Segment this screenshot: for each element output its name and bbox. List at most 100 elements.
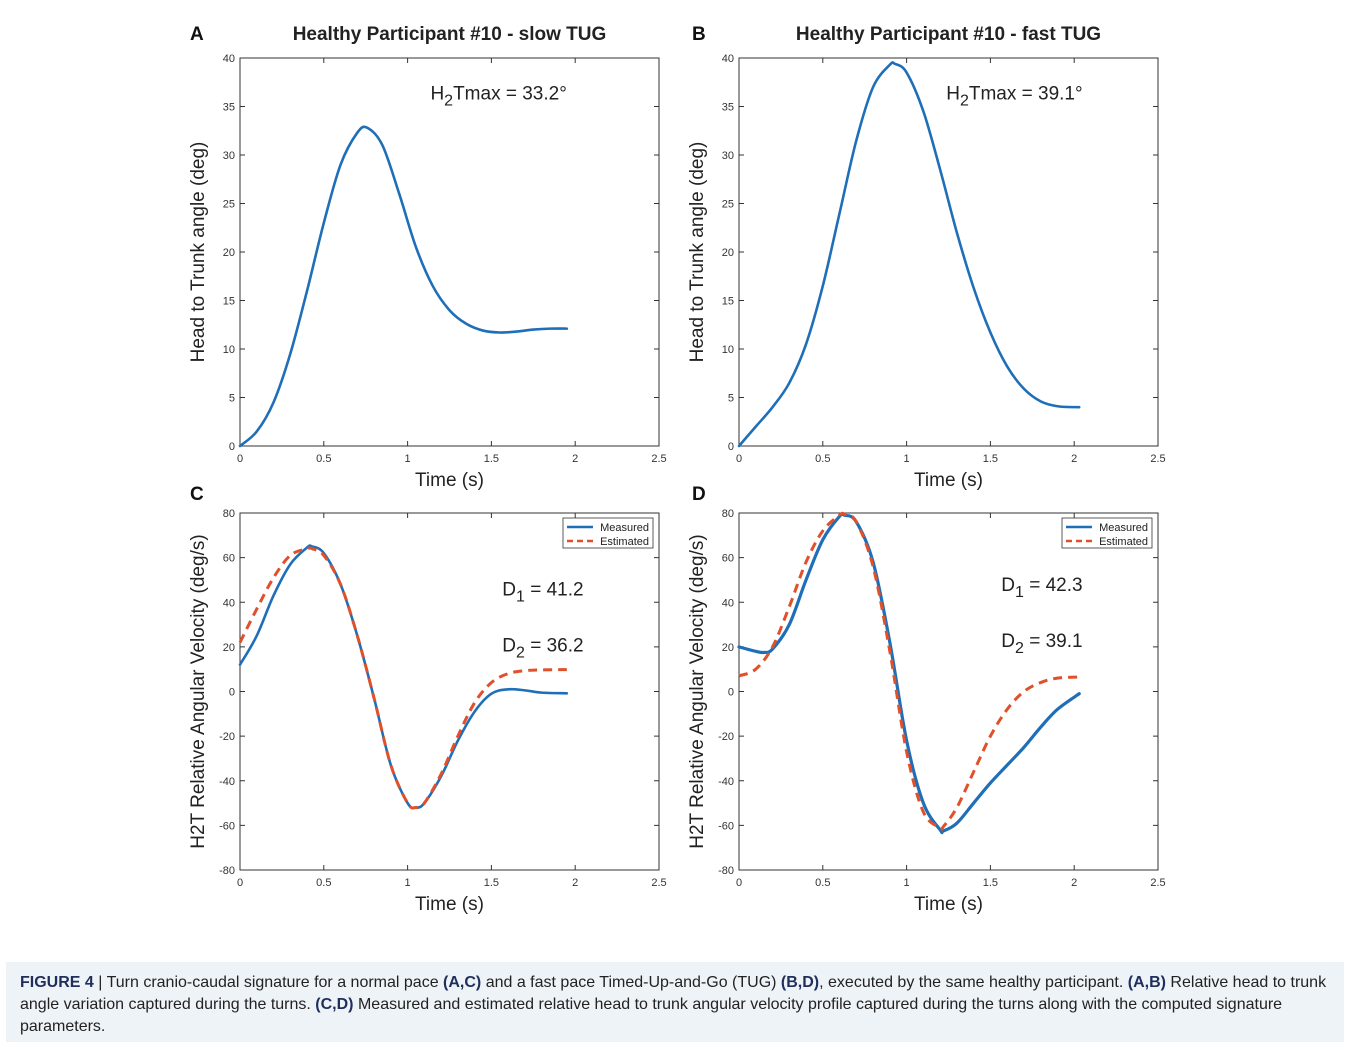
y-tick-label: 5 — [229, 393, 235, 405]
caption-separator: | — [93, 974, 107, 991]
caption-segment: , executed by the same healthy participa… — [819, 974, 1128, 991]
x-tick-label: 0.5 — [815, 877, 830, 889]
legend-label: Measured — [600, 522, 649, 534]
x-tick-label: 1 — [904, 453, 910, 465]
legend-label: Estimated — [600, 536, 649, 548]
annotation: D2 = 36.2 — [502, 635, 583, 661]
y-tick-label: 40 — [722, 53, 734, 65]
y-tick-label: 15 — [223, 296, 235, 308]
x-axis-label: Time (s) — [914, 470, 983, 491]
series-line-measured — [238, 544, 569, 810]
legend: Measured Estimated — [562, 517, 654, 549]
x-tick-label: 0 — [736, 877, 742, 889]
annotation: H2Tmax = 39.1° — [946, 84, 1082, 110]
panel-letter: C — [190, 484, 204, 505]
y-tick-label: -40 — [219, 776, 235, 788]
x-tick-label: 0.5 — [316, 453, 331, 465]
panel-c: C 0 0.5 1 1.5 2 2.5 -80 -60 -40 -20 0 20 40 60 80 Time (… — [188, 484, 667, 915]
x-tick-label: 1 — [904, 877, 910, 889]
y-tick-label: 15 — [722, 296, 734, 308]
x-tick-label: 2.5 — [1150, 453, 1165, 465]
x-axis-label: Time (s) — [914, 894, 983, 915]
x-axis-label: Time (s) — [415, 894, 484, 915]
x-tick-label: 1 — [405, 453, 411, 465]
y-tick-label: 60 — [722, 553, 734, 565]
series-line-measured — [737, 512, 1081, 835]
caption-panel-ref: (A,C) — [443, 974, 482, 991]
caption-label: FIGURE 4 — [20, 974, 94, 991]
legend-box — [1061, 517, 1153, 549]
y-tick-label: 30 — [223, 150, 235, 162]
y-tick-label: 20 — [223, 247, 235, 259]
axes-frame — [738, 57, 1159, 447]
x-tick-label: 2.5 — [1150, 877, 1165, 889]
annotation: D1 = 42.3 — [1001, 575, 1082, 601]
y-tick-label: 60 — [223, 553, 235, 565]
y-tick-label: -40 — [718, 776, 734, 788]
caption-segment: Measured and estimated relative head to … — [20, 996, 1283, 1035]
y-tick-label: -80 — [219, 865, 235, 877]
x-tick-label: 1.5 — [484, 453, 499, 465]
y-tick-label: -60 — [718, 820, 734, 832]
y-tick-label: 25 — [223, 199, 235, 211]
x-tick-label: 2 — [572, 877, 578, 889]
caption-panel-ref: (B,D) — [780, 974, 820, 991]
y-tick-label: 30 — [722, 150, 734, 162]
x-tick-label: 1.5 — [983, 877, 998, 889]
y-tick-label: 10 — [722, 344, 734, 356]
figure-panels: A Healthy Participant #10 - slow TUG 0 0.5 1… — [188, 24, 1166, 915]
series-line-estimated — [238, 546, 567, 810]
x-tick-label: 0.5 — [815, 453, 830, 465]
legend-box — [562, 517, 654, 549]
panel-letter: D — [692, 484, 706, 505]
panel-letter: B — [692, 24, 706, 45]
figure-caption: FIGURE 4 | Turn cranio-caudal signature … — [6, 962, 1344, 1042]
panel-d: D 0 0.5 1 1.5 2 2.5 -80 -60 -40 -20 0 20 40 60 80 Time (… — [687, 484, 1166, 915]
chart-title: Healthy Participant #10 - fast TUG — [796, 24, 1101, 45]
x-tick-label: 0 — [736, 453, 742, 465]
annotation: D2 = 39.1 — [1001, 631, 1082, 657]
x-tick-label: 0.5 — [316, 877, 331, 889]
series-line-main — [737, 61, 1081, 448]
x-tick-label: 2 — [1071, 453, 1077, 465]
caption-segment: Turn cranio-caudal signature for a norma… — [106, 974, 444, 991]
caption-panel-ref: (A,B) — [1127, 974, 1166, 991]
y-tick-label: 80 — [223, 508, 235, 520]
y-tick-label: 10 — [223, 344, 235, 356]
axes-frame — [239, 512, 660, 871]
x-tick-label: 2 — [1071, 877, 1077, 889]
legend-label: Measured — [1099, 522, 1148, 534]
caption-segment: Relative head to trunk angle variation c… — [20, 974, 1327, 1013]
x-tick-label: 2.5 — [651, 453, 666, 465]
annotation: D1 = 41.2 — [502, 580, 583, 606]
panel-b: B Healthy Participant #10 - fast TUG 0 0.5 1… — [687, 24, 1166, 491]
caption-segment: and a fast pace Timed-Up-and-Go (TUG) — [481, 974, 781, 991]
y-axis-label: H2T Relative Angular Velocity (deg/s) — [687, 534, 708, 848]
y-tick-label: -20 — [718, 731, 734, 743]
x-tick-label: 0 — [237, 453, 243, 465]
caption-panel-ref: (C,D) — [315, 996, 354, 1013]
legend: Measured Estimated — [1061, 517, 1153, 549]
panel-letter: A — [190, 24, 204, 45]
y-tick-label: 0 — [229, 441, 235, 453]
y-tick-label: 20 — [722, 642, 734, 654]
y-tick-label: 0 — [229, 687, 235, 699]
axes-frame — [239, 57, 660, 447]
y-tick-label: -60 — [219, 820, 235, 832]
y-tick-label: 20 — [722, 247, 734, 259]
x-tick-label: 2 — [572, 453, 578, 465]
series-line-main — [238, 125, 569, 448]
x-tick-label: 1.5 — [484, 877, 499, 889]
y-tick-label: 25 — [722, 199, 734, 211]
x-tick-label: 0 — [237, 877, 243, 889]
legend-label: Estimated — [1099, 536, 1148, 548]
y-tick-label: 35 — [223, 102, 235, 114]
series-line-estimated — [738, 511, 1080, 831]
panel-a: A Healthy Participant #10 - slow TUG 0 0.5 1… — [188, 24, 667, 491]
caption-text: Turn cranio-caudal signature for a norma… — [20, 974, 1326, 1035]
y-tick-label: 0 — [728, 687, 734, 699]
y-tick-label: 35 — [722, 102, 734, 114]
annotation: H2Tmax = 33.2° — [430, 84, 566, 110]
y-axis-label: Head to Trunk angle (deg) — [188, 142, 209, 363]
x-tick-label: 2.5 — [651, 877, 666, 889]
